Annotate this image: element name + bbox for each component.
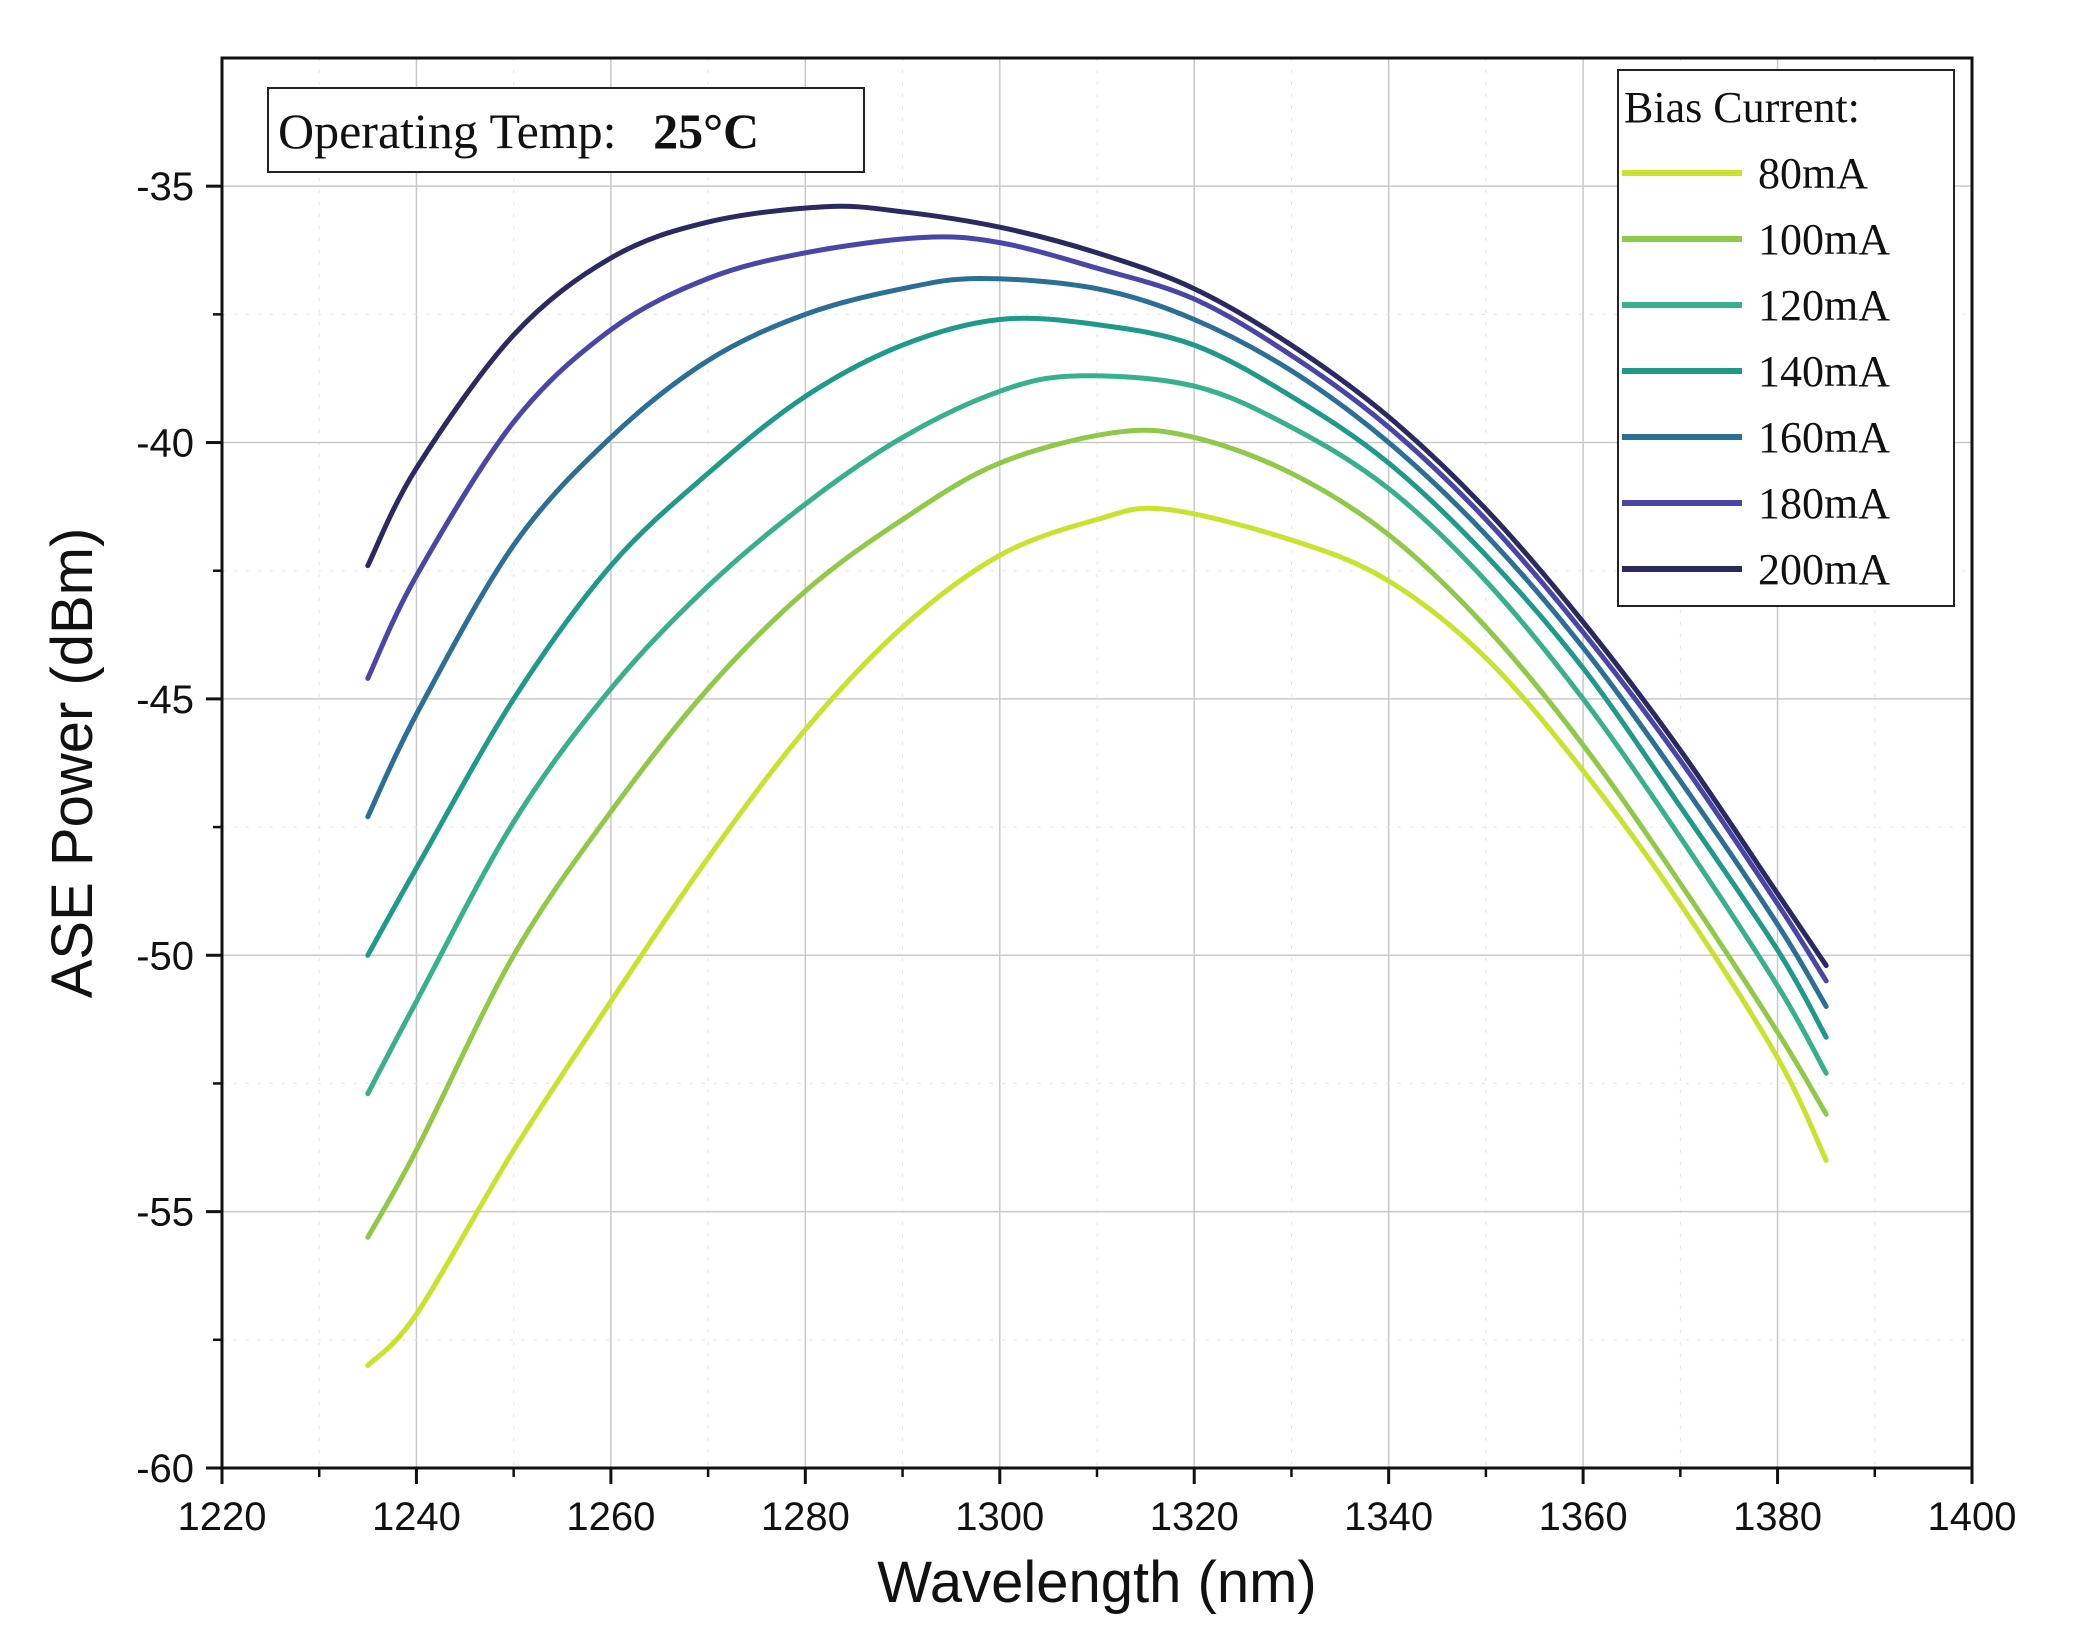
x-tick-label: 1280 (761, 1495, 850, 1539)
legend-label-100mA: 100mA (1758, 215, 1890, 264)
series-line-100mA (365, 427, 1829, 1240)
x-tick-label: 1380 (1733, 1495, 1822, 1539)
legend-label-120mA: 120mA (1758, 281, 1890, 330)
x-tick-label: 1220 (178, 1495, 267, 1539)
annotation-value: 25°C (653, 103, 759, 159)
legend-label-80mA: 80mA (1758, 149, 1868, 198)
series-line-200mA (365, 203, 1829, 968)
grid (221, 58, 1973, 1469)
legend: Bias Current: 80mA 100mA 120mA 140mA 160mA 18… (1617, 69, 1955, 607)
legend-title: Bias Current: (1624, 83, 1860, 132)
series-line-120mA (365, 373, 1829, 1097)
y-tick-label: -35 (136, 165, 194, 209)
x-tick-label: 1300 (955, 1495, 1044, 1539)
axis-ticks: 1220 1240 1260 1280 1300 1320 1340 1360 1380 1400… (136, 165, 2016, 1539)
y-tick-label: -55 (136, 1191, 194, 1235)
legend-label-200mA: 200mA (1758, 545, 1890, 594)
legend-label-180mA: 180mA (1758, 479, 1890, 528)
x-axis-title: Wavelength (nm) (877, 1550, 1316, 1615)
y-tick-label: -40 (136, 422, 194, 466)
annotation-box (267, 87, 865, 173)
x-tick-label: 1260 (566, 1495, 655, 1539)
series-line-140mA (365, 315, 1829, 1040)
y-tick-label: -50 (136, 934, 194, 978)
y-axis-title: ASE Power (dBm) (40, 528, 105, 999)
annotation-text: Operating Temp: 25°C (278, 103, 759, 159)
operating-temp-annotation: Operating Temp: 25°C (267, 87, 865, 173)
series-line-180mA (365, 234, 1829, 984)
legend-box (1617, 69, 1955, 607)
y-tick-label: -45 (136, 678, 194, 722)
series-line-80mA (365, 505, 1829, 1368)
y-tick-label: -60 (136, 1447, 194, 1491)
x-tick-label: 1340 (1344, 1495, 1433, 1539)
annotation-label: Operating Temp: (278, 103, 617, 159)
legend-label-140mA: 140mA (1758, 347, 1890, 396)
legend-label-160mA: 160mA (1758, 413, 1890, 462)
x-tick-label: 1400 (1928, 1495, 2017, 1539)
x-tick-label: 1240 (372, 1495, 461, 1539)
x-tick-label: 1320 (1150, 1495, 1239, 1539)
series-line-160mA (365, 276, 1829, 1009)
series-layer (365, 203, 1829, 1368)
x-tick-label: 1360 (1539, 1495, 1628, 1539)
